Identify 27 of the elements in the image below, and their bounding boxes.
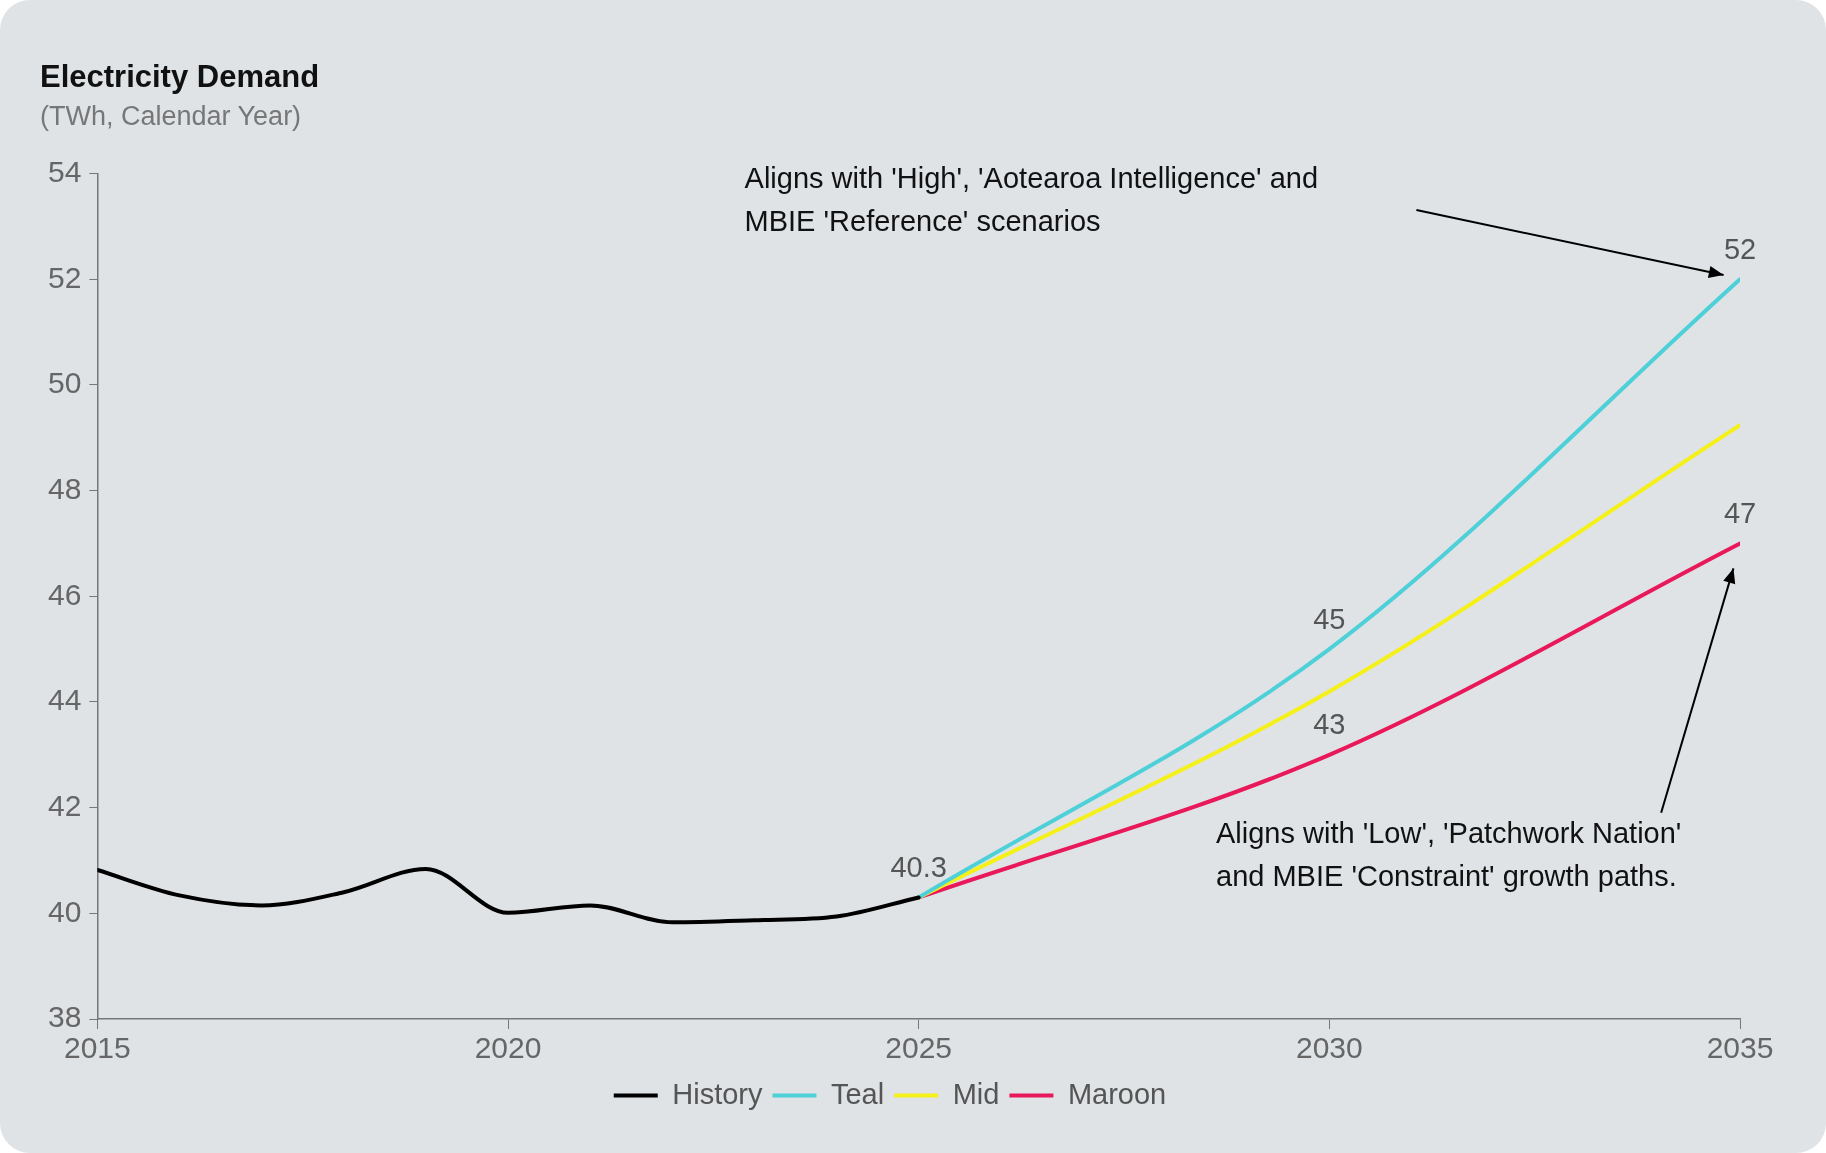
x-tick-label: 2030 <box>1295 1031 1363 1065</box>
chart-title: Electricity Demand <box>40 59 320 95</box>
y-tick-label: 40 <box>47 894 82 928</box>
y-tick-label: 50 <box>47 366 82 400</box>
y-tick-label: 42 <box>47 788 82 822</box>
data-label: 43 <box>1313 708 1346 741</box>
x-tick-label: 2025 <box>885 1031 953 1065</box>
y-tick-label: 48 <box>47 471 82 505</box>
legend-label: History <box>672 1077 763 1110</box>
data-label: 45 <box>1313 602 1346 635</box>
legend-label: Maroon <box>1067 1077 1167 1110</box>
y-tick-label: 44 <box>47 683 82 717</box>
y-tick-label: 46 <box>47 577 82 611</box>
legend-label: Mid <box>952 1077 1000 1110</box>
chart-subtitle: (TWh, Calendar Year) <box>40 100 302 131</box>
annotation: Aligns with 'Low', 'Patchwork Nation' and MBIE 'Constraint' growth paths. <box>1216 816 1682 892</box>
x-tick-label: 2035 <box>1706 1031 1774 1065</box>
y-tick-label: 54 <box>47 154 82 188</box>
y-tick-label: 52 <box>47 260 82 294</box>
data-label: 40.3 <box>890 850 947 883</box>
legend-label: Teal <box>830 1077 885 1110</box>
y-tick-label: 38 <box>47 1000 82 1034</box>
x-tick-label: 2020 <box>474 1031 542 1065</box>
x-tick-label: 2015 <box>63 1031 131 1065</box>
annotation: Aligns with 'High', 'Aotearoa Intelligence' and MBIE 'Reference' scenarios <box>744 161 1319 237</box>
data-label: 52 <box>1723 232 1757 265</box>
data-label: 47 <box>1723 496 1757 529</box>
